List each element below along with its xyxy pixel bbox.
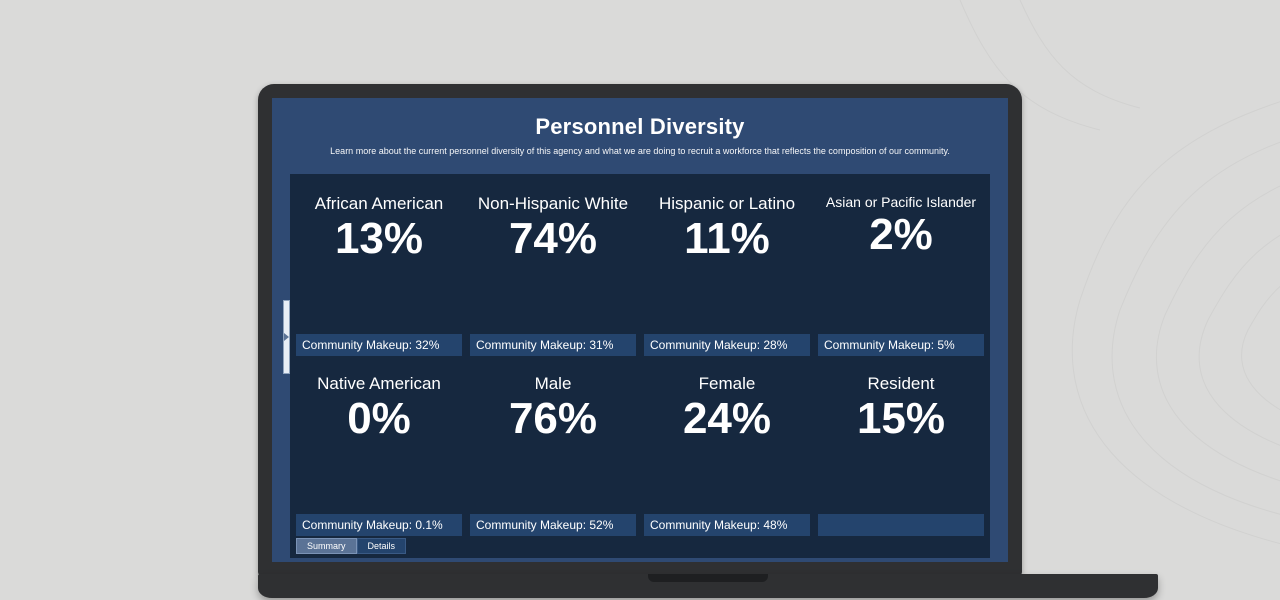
- laptop-frame: Personnel Diversity Learn more about the…: [258, 84, 1022, 598]
- stat-body: Native American 0%: [296, 360, 462, 514]
- stat-value: 15%: [857, 396, 945, 442]
- panel-expand-handle[interactable]: [283, 300, 290, 374]
- community-makeup: Community Makeup: 52%: [470, 514, 636, 536]
- stat-card-non-hispanic-white: Non-Hispanic White 74% Community Makeup:…: [470, 180, 636, 356]
- stat-value: 24%: [683, 396, 771, 442]
- stat-value: 2%: [869, 212, 933, 258]
- stat-card-resident: Resident 15%: [818, 360, 984, 536]
- community-makeup: Community Makeup: 31%: [470, 334, 636, 356]
- stat-card-hispanic-latino: Hispanic or Latino 11% Community Makeup:…: [644, 180, 810, 356]
- stats-grid: African American 13% Community Makeup: 3…: [290, 174, 990, 536]
- stat-value: 76%: [509, 396, 597, 442]
- chevron-right-icon: [284, 333, 289, 341]
- stat-label: Asian or Pacific Islander: [826, 194, 976, 210]
- stat-body: Hispanic or Latino 11%: [644, 180, 810, 334]
- dashboard-header: Personnel Diversity Learn more about the…: [272, 98, 1008, 156]
- stat-body: African American 13%: [296, 180, 462, 334]
- community-makeup: Community Makeup: 32%: [296, 334, 462, 356]
- page-title: Personnel Diversity: [272, 114, 1008, 140]
- community-makeup: Community Makeup: 5%: [818, 334, 984, 356]
- stat-label: Resident: [867, 374, 934, 394]
- stats-panel: African American 13% Community Makeup: 3…: [290, 174, 990, 558]
- stat-card-native-american: Native American 0% Community Makeup: 0.1…: [296, 360, 462, 536]
- stat-body: Male 76%: [470, 360, 636, 514]
- tab-details[interactable]: Details: [357, 538, 407, 554]
- stat-card-female: Female 24% Community Makeup: 48%: [644, 360, 810, 536]
- dashboard-screen: Personnel Diversity Learn more about the…: [272, 98, 1008, 562]
- stat-value: 11%: [684, 216, 770, 262]
- stat-body: Resident 15%: [818, 360, 984, 514]
- stat-body: Asian or Pacific Islander 2%: [818, 180, 984, 334]
- stat-value: 74%: [509, 216, 597, 262]
- community-makeup: [818, 514, 984, 536]
- community-makeup: Community Makeup: 28%: [644, 334, 810, 356]
- stat-label: Male: [535, 374, 572, 394]
- stat-value: 13%: [335, 216, 423, 262]
- laptop-base: [258, 574, 1158, 598]
- stat-label: Hispanic or Latino: [659, 194, 795, 214]
- stat-label: Female: [699, 374, 756, 394]
- stat-card-male: Male 76% Community Makeup: 52%: [470, 360, 636, 536]
- stat-card-african-american: African American 13% Community Makeup: 3…: [296, 180, 462, 356]
- community-makeup: Community Makeup: 0.1%: [296, 514, 462, 536]
- laptop-lid: Personnel Diversity Learn more about the…: [258, 84, 1022, 576]
- community-makeup: Community Makeup: 48%: [644, 514, 810, 536]
- page-subtitle: Learn more about the current personnel d…: [272, 146, 1008, 156]
- panel-tabs: Summary Details: [296, 538, 406, 554]
- stat-value: 0%: [347, 396, 411, 442]
- stat-label: Native American: [317, 374, 441, 394]
- stat-label: Non-Hispanic White: [478, 194, 628, 214]
- stat-label: African American: [315, 194, 444, 214]
- stat-card-asian-pacific-islander: Asian or Pacific Islander 2% Community M…: [818, 180, 984, 356]
- tab-summary[interactable]: Summary: [296, 538, 357, 554]
- stat-body: Female 24%: [644, 360, 810, 514]
- stat-body: Non-Hispanic White 74%: [470, 180, 636, 334]
